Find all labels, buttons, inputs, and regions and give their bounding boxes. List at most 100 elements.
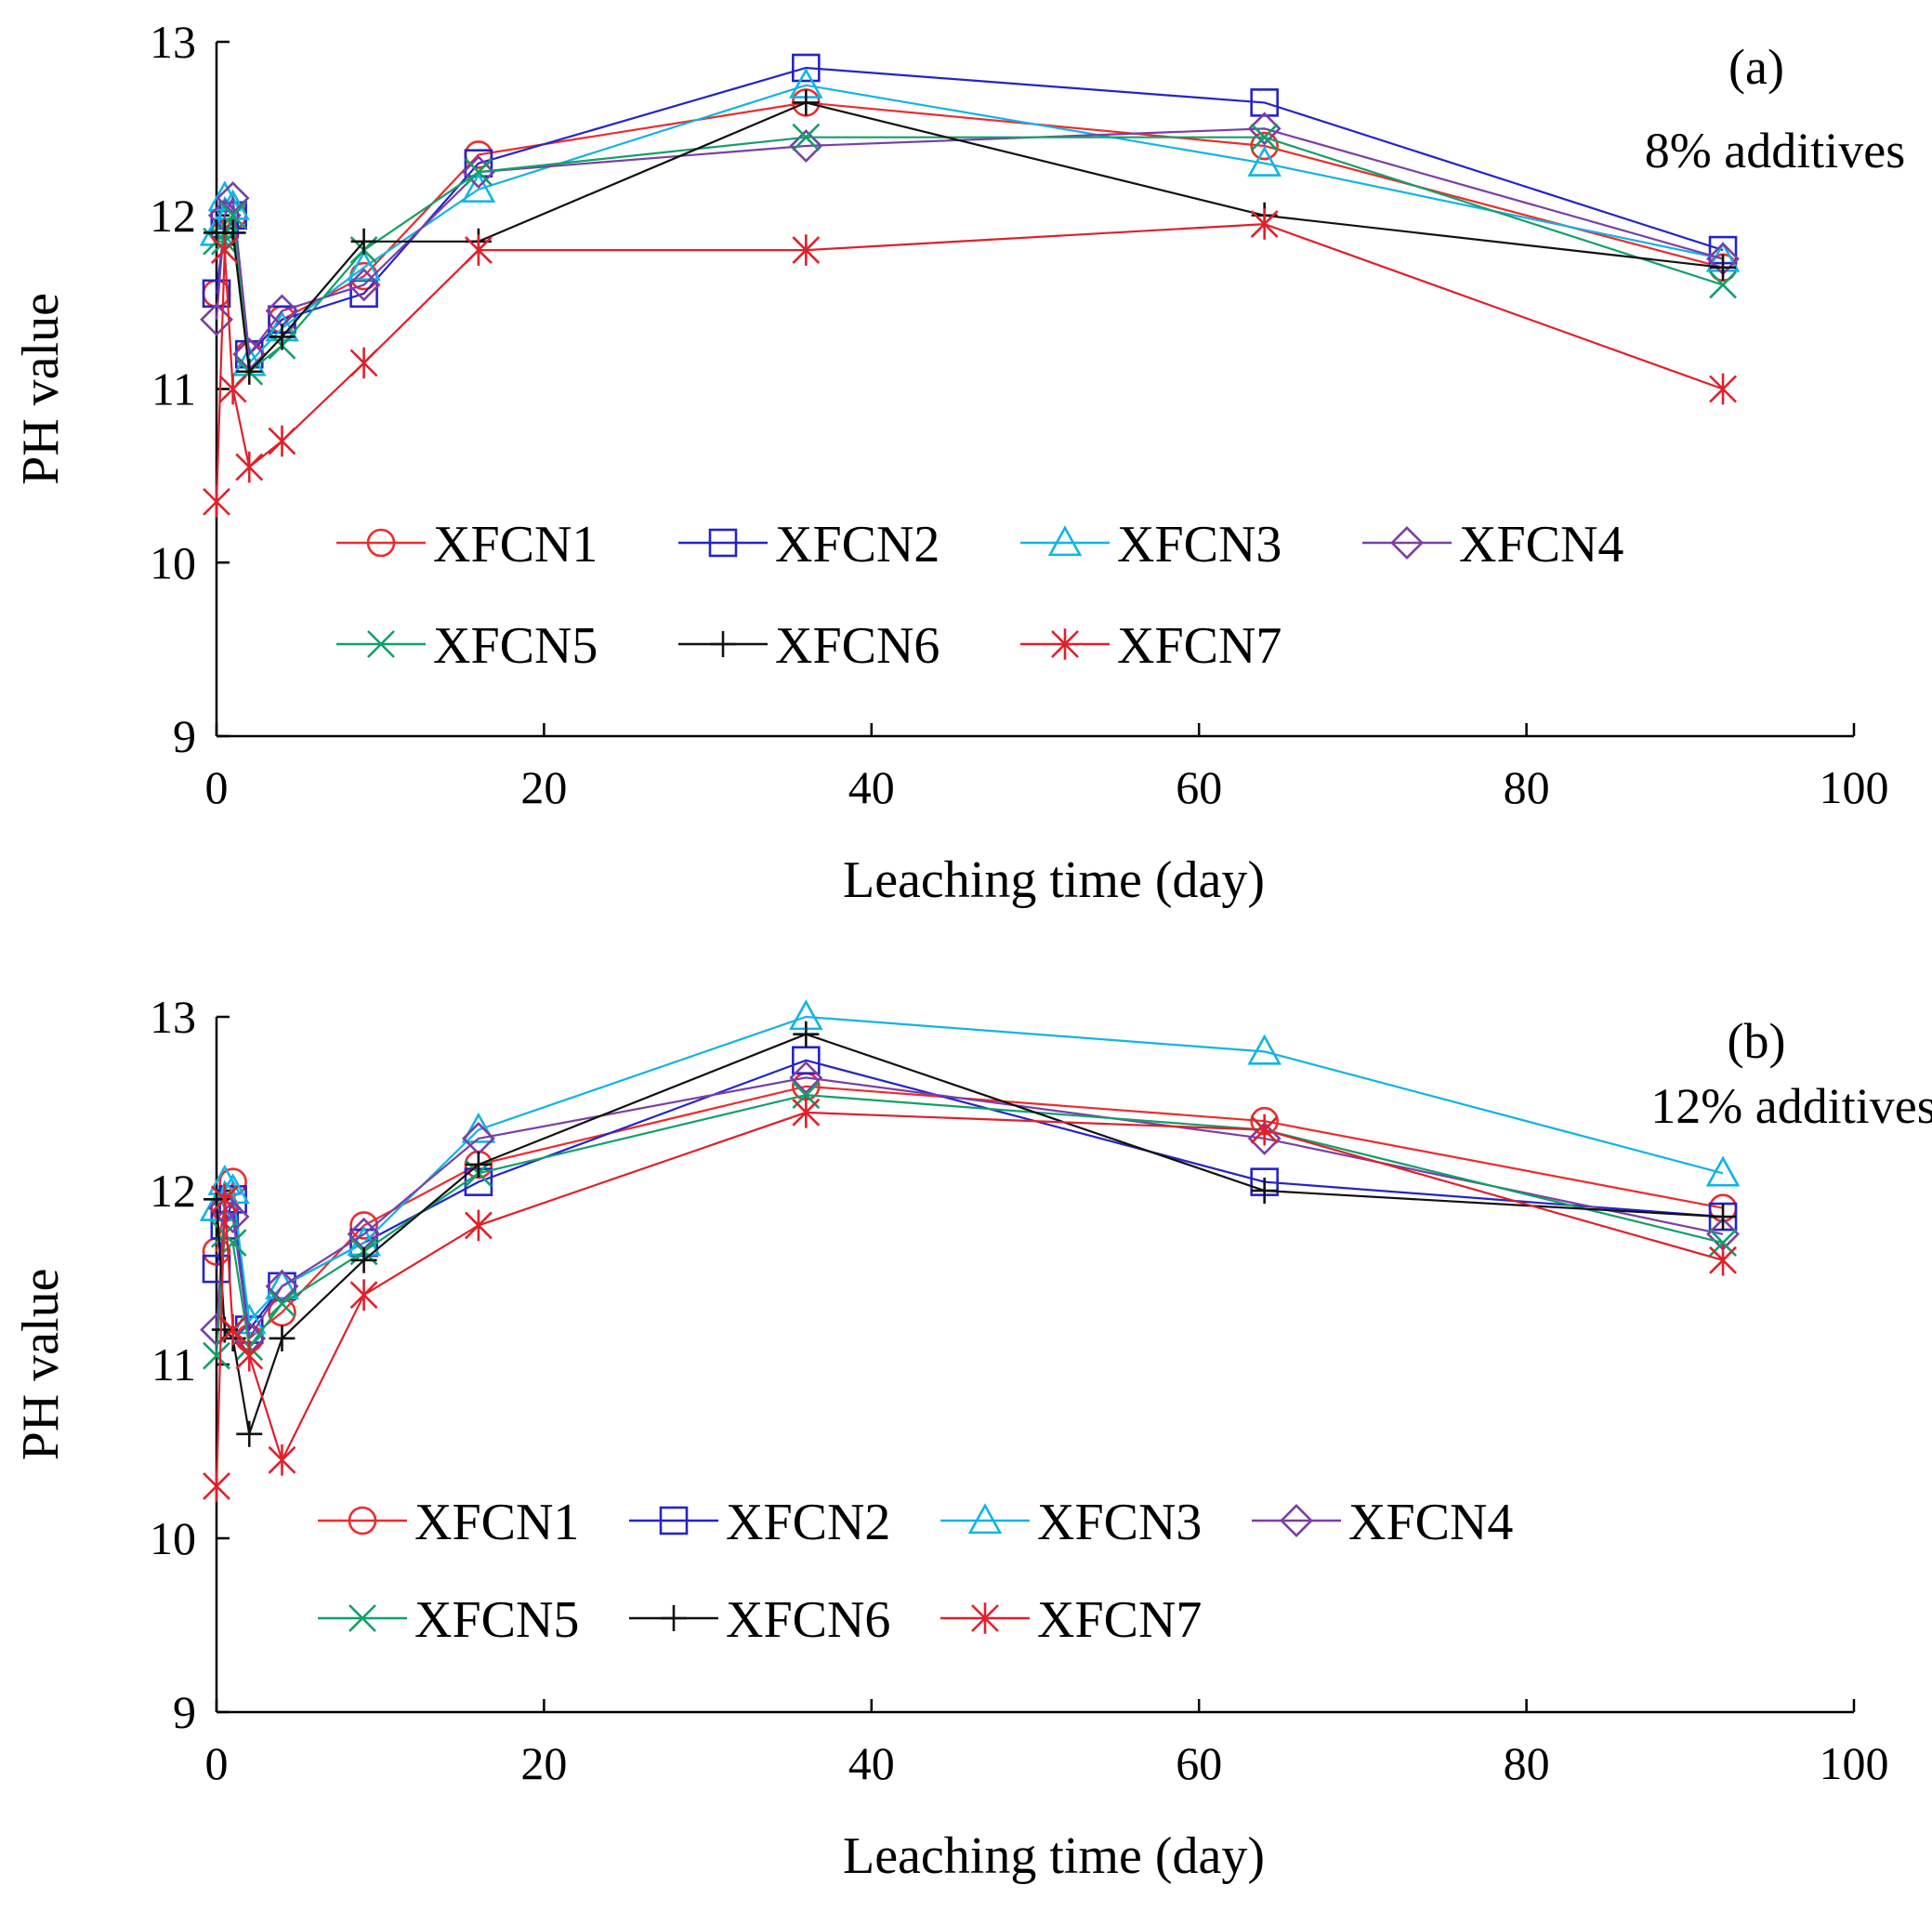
data-point-xfcn3 bbox=[1705, 1155, 1741, 1187]
y-tick-label: 10 bbox=[150, 536, 196, 588]
y-axis-label: PH value bbox=[12, 293, 70, 485]
y-tick-label: 13 bbox=[150, 16, 196, 68]
data-point-xfcn7 bbox=[792, 234, 821, 266]
data-point-xfcn6 bbox=[793, 89, 820, 116]
y-axis-label: PH value bbox=[12, 1269, 70, 1461]
data-point-xfcn5 bbox=[203, 1341, 230, 1370]
data-point-xfcn7 bbox=[235, 451, 264, 483]
legend-label: XFCN2 bbox=[775, 516, 940, 573]
data-point-xfcn5 bbox=[1709, 270, 1737, 299]
data-point-xfcn7 bbox=[235, 1339, 264, 1372]
series-xfcn3 bbox=[199, 67, 1741, 376]
chart-panel-b: 9 10 11 12 13 0 20 40 60 80 100 Leaching time (day)… bbox=[12, 991, 1932, 1885]
y-tick-label: 11 bbox=[151, 363, 196, 415]
legend-label: XFCN7 bbox=[1037, 1591, 1202, 1649]
legend-label: XFCN4 bbox=[1348, 1494, 1513, 1551]
data-point-xfcn6 bbox=[1710, 1204, 1737, 1231]
x-tick-label: 100 bbox=[1820, 1737, 1889, 1789]
legend-marker bbox=[1047, 525, 1083, 557]
legend-item-xfcn7: XFCN7 bbox=[1020, 617, 1281, 675]
x-tick-label: 80 bbox=[1504, 761, 1550, 813]
legend-marker bbox=[1280, 1504, 1313, 1537]
data-point-xfcn6 bbox=[236, 1420, 263, 1447]
legend-label: XFCN1 bbox=[433, 516, 598, 573]
data-point-xfcn7 bbox=[218, 1313, 247, 1346]
data-point-xfcn4 bbox=[1247, 112, 1281, 146]
y-tick-label: 12 bbox=[150, 190, 196, 242]
data-point-xfcn7 bbox=[210, 234, 239, 266]
legend-item-xfcn3: XFCN3 bbox=[940, 1494, 1202, 1551]
data-point-xfcn4 bbox=[265, 1269, 299, 1303]
legend-marker bbox=[348, 1506, 377, 1535]
legend-item-xfcn2: XFCN2 bbox=[678, 516, 940, 573]
data-point-xfcn7 bbox=[203, 486, 230, 518]
legend-marker bbox=[1390, 526, 1424, 560]
series-line-xfcn1 bbox=[215, 1085, 1724, 1341]
series-xfcn7 bbox=[203, 1097, 1737, 1502]
x-tick-label: 80 bbox=[1504, 1737, 1550, 1789]
legend-marker bbox=[366, 528, 396, 558]
data-point-xfcn7 bbox=[268, 425, 296, 457]
data-point-xfcn6 bbox=[793, 1021, 820, 1048]
series-line-xfcn7 bbox=[215, 222, 1724, 502]
data-point-xfcn3 bbox=[207, 180, 243, 212]
data-point-xfcn6 bbox=[236, 358, 263, 385]
data-point-xfcn3 bbox=[461, 171, 496, 203]
legend-item-xfcn5: XFCN5 bbox=[336, 617, 598, 675]
data-point-xfcn4 bbox=[461, 155, 495, 190]
data-point-xfcn5 bbox=[792, 123, 821, 152]
series-xfcn6 bbox=[204, 89, 1737, 385]
y-tick-label: 11 bbox=[151, 1338, 196, 1390]
series-line-xfcn3 bbox=[215, 84, 1724, 365]
data-point-xfcn4 bbox=[200, 302, 233, 336]
x-tick-label: 20 bbox=[520, 1737, 567, 1789]
data-point-xfcn7 bbox=[349, 347, 378, 379]
legend-item-xfcn6: XFCN6 bbox=[678, 617, 940, 675]
legend-item-xfcn4: XFCN4 bbox=[1252, 1494, 1513, 1551]
legend-item-xfcn4: XFCN4 bbox=[1362, 516, 1623, 573]
series-xfcn1 bbox=[202, 88, 1738, 369]
data-point-xfcn3 bbox=[1247, 145, 1281, 177]
series-xfcn7 bbox=[203, 208, 1737, 518]
data-point-xfcn3 bbox=[265, 1269, 299, 1300]
panel-annotation: 12% additives bbox=[1650, 1078, 1932, 1134]
legend-marker bbox=[708, 528, 738, 558]
y-tick-label: 9 bbox=[173, 1686, 196, 1738]
data-point-xfcn7 bbox=[1709, 1245, 1737, 1276]
data-point-xfcn7 bbox=[1709, 373, 1737, 405]
data-point-xfcn7 bbox=[792, 1097, 821, 1128]
data-point-xfcn7 bbox=[465, 234, 493, 266]
legend-label: XFCN1 bbox=[414, 1494, 579, 1551]
data-point-xfcn4 bbox=[789, 129, 823, 163]
x-tick-label: 0 bbox=[205, 761, 229, 813]
x-axis-label: Leaching time (day) bbox=[843, 851, 1265, 909]
legend-marker bbox=[659, 1506, 689, 1535]
x-tick-label: 20 bbox=[520, 761, 567, 813]
data-point-xfcn7 bbox=[349, 1279, 378, 1311]
legend-label: XFCN6 bbox=[726, 1591, 890, 1649]
legend-item-xfcn3: XFCN3 bbox=[1020, 516, 1281, 573]
x-tick-label: 100 bbox=[1820, 761, 1889, 813]
series-xfcn2 bbox=[202, 53, 1738, 369]
legend-label: XFCN5 bbox=[414, 1591, 579, 1649]
data-point-xfcn6 bbox=[1251, 1178, 1278, 1204]
legend-item-xfcn7: XFCN7 bbox=[940, 1591, 1202, 1649]
data-point-xfcn5 bbox=[268, 1289, 296, 1318]
y-tick-label: 12 bbox=[150, 1165, 196, 1217]
data-point-xfcn5 bbox=[1250, 123, 1279, 152]
data-point-xfcn6 bbox=[1710, 254, 1737, 281]
series-line-xfcn3 bbox=[215, 1015, 1724, 1324]
chart-panel-a: 9 10 11 12 13 0 20 40 60 80 100 Leaching time (day)… bbox=[12, 16, 1905, 909]
data-point-xfcn7 bbox=[210, 1183, 239, 1216]
data-point-xfcn6 bbox=[269, 1324, 296, 1351]
legend-marker bbox=[710, 631, 736, 657]
series-xfcn6 bbox=[204, 1021, 1737, 1447]
x-tick-label: 60 bbox=[1176, 1737, 1222, 1789]
data-point-xfcn5 bbox=[465, 158, 493, 186]
y-tick-label: 10 bbox=[150, 1512, 196, 1564]
data-point-xfcn7 bbox=[268, 1444, 296, 1476]
panel-label: (b) bbox=[1728, 1013, 1786, 1069]
data-point-xfcn3 bbox=[461, 1112, 496, 1143]
legend-label: XFCN4 bbox=[1459, 516, 1623, 573]
